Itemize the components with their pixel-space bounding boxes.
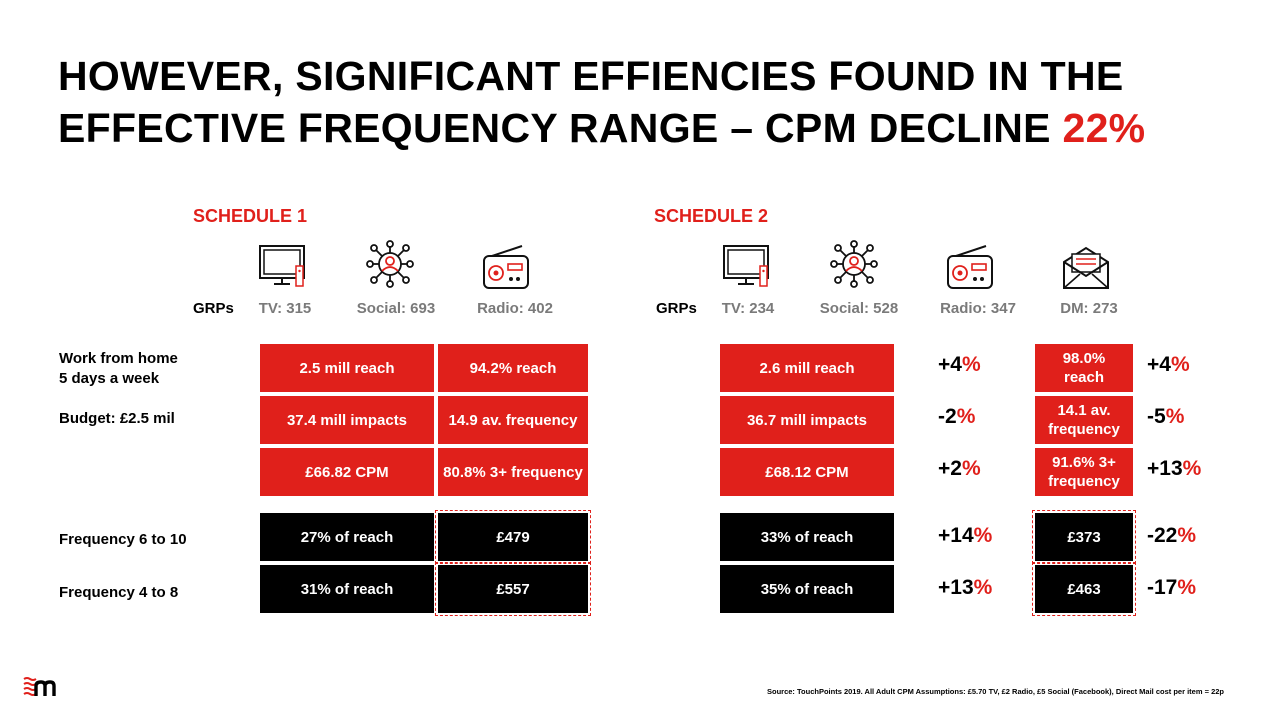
delta-freq-4-8-cost: -17%: [1147, 576, 1196, 600]
grp-tv: TV: 234: [721, 300, 775, 317]
s1-three-plus: 80.8% 3+ frequency: [438, 448, 588, 496]
s2-dm-reach: 98.0% reach: [1035, 344, 1133, 392]
page-title: HOWEVER, SIGNIFICANT EFFIENCIES FOUND IN…: [58, 50, 1238, 154]
title-main: HOWEVER, SIGNIFICANT EFFIENCIES FOUND IN…: [58, 53, 1124, 151]
brand-logo: [23, 677, 56, 696]
row-label-line: Work from home: [59, 350, 178, 367]
social-network-icon: [830, 240, 878, 288]
tv-icon: [723, 245, 769, 287]
delta-three-plus: +13%: [1147, 457, 1201, 481]
grp-tv: TV: 315: [258, 300, 312, 317]
s2-reach: 2.6 mill reach: [720, 344, 894, 392]
radio-icon: [947, 245, 993, 289]
delta-value: -2: [938, 405, 957, 428]
delta-percent: %: [1177, 576, 1197, 599]
grp-social: Social: 693: [356, 300, 436, 317]
grp-dm: DM: 273: [1060, 300, 1118, 317]
s1-freq-4-8-cost: £557: [435, 562, 591, 616]
grps-label: GRPs: [656, 300, 697, 317]
delta-av-frequency: -5%: [1147, 405, 1184, 429]
grps-label: GRPs: [193, 300, 234, 317]
delta-freq-6-10-cost: -22%: [1147, 524, 1196, 548]
delta-percent: %: [1177, 524, 1197, 547]
delta-impacts: -2%: [938, 405, 975, 429]
grp-radio: Radio: 347: [940, 300, 1016, 317]
title-highlight: 22%: [1062, 105, 1146, 151]
delta-value: -17: [1147, 576, 1178, 599]
schedule-2-heading: SCHEDULE 2: [654, 206, 769, 226]
grp-radio: Radio: 402: [477, 300, 553, 317]
s2-freq-4-8-cost: £463: [1032, 562, 1136, 616]
s1-freq-6-10-reach: 27% of reach: [260, 513, 434, 561]
s2-av-frequency: 14.1 av. frequency: [1035, 396, 1133, 444]
delta-percent: %: [973, 576, 993, 599]
delta-percent: %: [1170, 353, 1190, 376]
s2-freq-6-10-reach: 33% of reach: [720, 513, 894, 561]
row-label-budget: Budget: £2.5 mil: [59, 410, 175, 427]
s1-reach: 2.5 mill reach: [260, 344, 434, 392]
row-label-work-from-home: Work from home 5 days a week: [59, 349, 178, 389]
grp-social: Social: 528: [819, 300, 899, 317]
delta-percent: %: [973, 524, 993, 547]
envelope-icon: [1063, 246, 1109, 289]
delta-value: +13: [938, 576, 974, 599]
delta-percent: %: [1165, 405, 1185, 428]
delta-reach: +4%: [938, 353, 981, 377]
delta-percent: %: [956, 405, 976, 428]
delta-freq-6-10-reach: +14%: [938, 524, 992, 548]
delta-value: +4: [938, 353, 962, 376]
delta-value: +2: [938, 457, 962, 480]
s2-three-plus: 91.6% 3+ frequency: [1035, 448, 1133, 496]
s1-cpm: £66.82 CPM: [260, 448, 434, 496]
tv-icon: [259, 245, 305, 287]
radio-icon: [483, 245, 529, 289]
delta-cpm: +2%: [938, 457, 981, 481]
s1-freq-6-10-cost: £479: [435, 510, 591, 564]
source-note: Source: TouchPoints 2019. All Adult CPM …: [767, 687, 1224, 696]
schedule-1-heading: SCHEDULE 1: [193, 206, 308, 226]
delta-dm-reach: +4%: [1147, 353, 1190, 377]
delta-percent: %: [1182, 457, 1202, 480]
social-network-icon: [366, 240, 414, 288]
row-label-line: 5 days a week: [59, 370, 160, 387]
s2-impacts: 36.7 mill impacts: [720, 396, 894, 444]
delta-percent: %: [961, 353, 981, 376]
delta-freq-4-8-reach: +13%: [938, 576, 992, 600]
s2-freq-4-8-reach: 35% of reach: [720, 565, 894, 613]
s1-social-reach: 94.2% reach: [438, 344, 588, 392]
s2-cpm: £68.12 CPM: [720, 448, 894, 496]
delta-value: +13: [1147, 457, 1183, 480]
s2-freq-6-10-cost: £373: [1032, 510, 1136, 564]
row-label-frequency-4-8: Frequency 4 to 8: [59, 584, 179, 601]
s1-freq-4-8-reach: 31% of reach: [260, 565, 434, 613]
s1-av-frequency: 14.9 av. frequency: [438, 396, 588, 444]
s1-impacts: 37.4 mill impacts: [260, 396, 434, 444]
row-label-frequency-6-10: Frequency 6 to 10: [59, 531, 187, 548]
delta-percent: %: [961, 457, 981, 480]
delta-value: +4: [1147, 353, 1171, 376]
delta-value: -22: [1147, 524, 1178, 547]
delta-value: -5: [1147, 405, 1166, 428]
delta-value: +14: [938, 524, 974, 547]
